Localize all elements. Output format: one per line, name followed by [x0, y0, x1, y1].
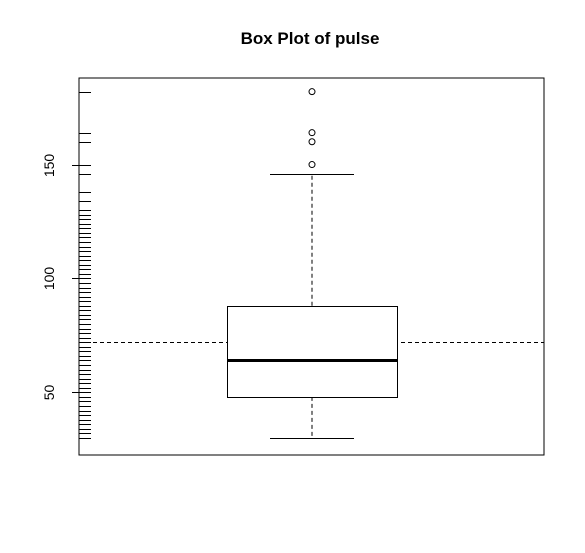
y-tick-label: 50	[41, 385, 57, 401]
outlier-point	[308, 129, 316, 137]
y-tick-label: 100	[41, 267, 57, 291]
plot-frame	[78, 77, 545, 456]
y-axis: 50 100 150	[41, 154, 79, 401]
outlier-point	[308, 161, 316, 169]
outlier-point	[308, 88, 316, 96]
chart-title: Box Plot of pulse	[240, 29, 380, 48]
box-group	[79, 88, 544, 439]
rug-ticks	[79, 92, 91, 439]
y-tick-label: 150	[41, 154, 57, 178]
outlier-point	[308, 138, 316, 146]
iqr-box	[227, 306, 398, 398]
